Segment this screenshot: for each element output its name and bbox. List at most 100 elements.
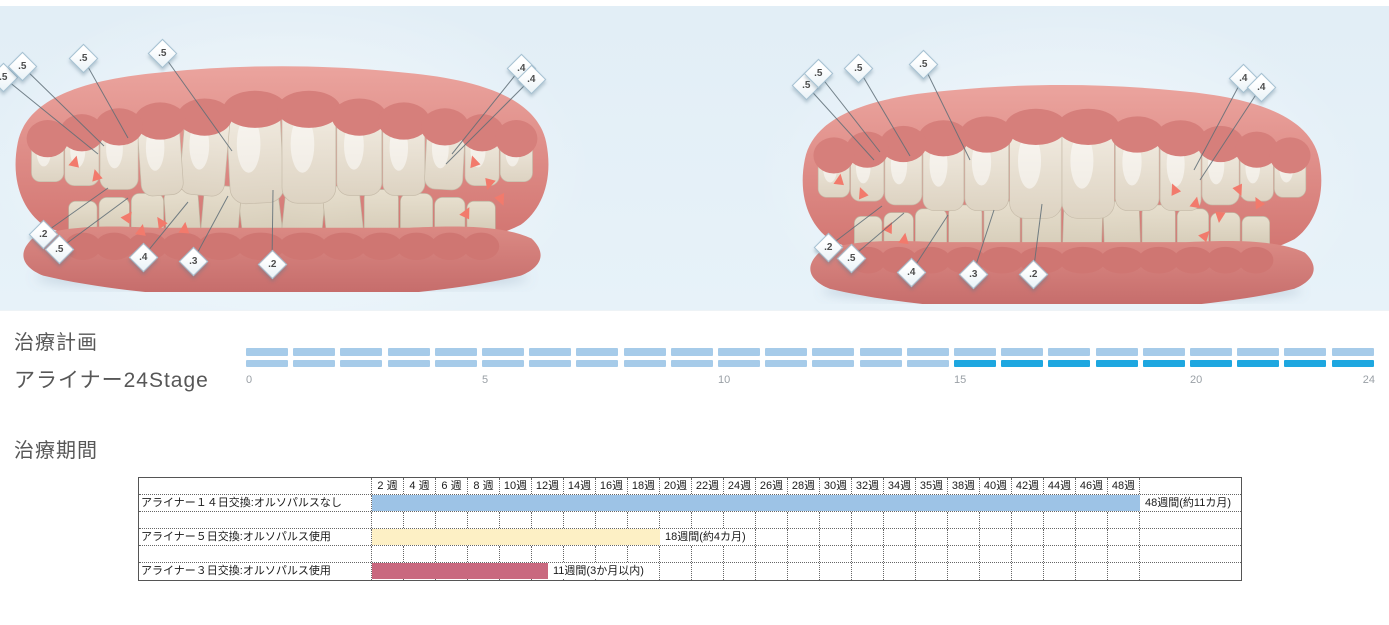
table-cell [884,512,916,528]
stage-segment-lower-19[interactable] [1095,359,1138,367]
stage-segment-upper-12[interactable] [765,348,808,356]
table-cell [1012,529,1044,545]
stage-segment-lower-15[interactable] [906,359,949,367]
stage-segment-lower-16[interactable] [954,359,996,367]
stage-segment-upper-17[interactable] [1001,348,1044,356]
table-header-week-25 [1140,478,1241,494]
stage-segment-lower-22[interactable] [1237,359,1280,367]
table-cell [756,546,788,562]
stage-segment-lower-7[interactable] [529,359,572,367]
stage-segment-lower-14[interactable] [859,359,902,367]
table-cell [468,512,500,528]
stage-segment-upper-7[interactable] [529,348,572,356]
table-cell [948,512,980,528]
stage-segment-lower-2[interactable] [293,359,336,367]
stage-segment-upper-13[interactable] [812,348,855,356]
table-cell [916,546,948,562]
table-cell [852,529,884,545]
stage-segment-lower-4[interactable] [387,359,430,367]
stage-segment-lower-24[interactable] [1331,359,1374,367]
table-cell [724,529,756,545]
stage-segment-upper-14[interactable] [859,348,902,356]
stage-segment-lower-20[interactable] [1142,359,1185,367]
table-header-week-10: 20週 [660,478,692,494]
table-cell [1140,546,1241,562]
stage-tick-0: 0 [246,374,253,386]
table-cell [1012,563,1044,580]
table-cell [372,512,404,528]
table-row-4 [139,546,1241,563]
table-cell [820,546,852,562]
table-cell [660,512,692,528]
stage-segment-lower-21[interactable] [1190,359,1232,367]
table-header-week-19: 38週 [948,478,980,494]
stage-segment-upper-20[interactable] [1142,348,1185,356]
table-cell [788,512,820,528]
stage-segment-upper-11[interactable] [718,348,760,356]
gantt-annotation-row-3: 18週間(約4カ月) [663,529,748,545]
table-cell [1140,563,1241,580]
stage-row-upper [246,348,1386,356]
stage-segment-upper-16[interactable] [954,348,996,356]
stage-segment-upper-3[interactable] [340,348,383,356]
stage-segment-lower-17[interactable] [1001,359,1044,367]
stage-segment-upper-1[interactable] [246,348,288,356]
model-viewport-panel[interactable]: .5.5.5.5.4.4.2.5.4.3.2.5.5.5.5.4.4.2.5.4… [0,6,1389,311]
stage-segment-upper-24[interactable] [1331,348,1374,356]
stage-segment-lower-1[interactable] [246,359,288,367]
table-cell [692,546,724,562]
stage-segment-upper-21[interactable] [1190,348,1232,356]
table-cell [1108,546,1140,562]
stage-segment-upper-9[interactable] [623,348,666,356]
table-cell [628,512,660,528]
table-cell [788,529,820,545]
stage-segment-upper-19[interactable] [1095,348,1138,356]
stage-segment-upper-8[interactable] [576,348,619,356]
stage-segment-lower-5[interactable] [434,359,477,367]
table-header-label-cell [139,478,372,494]
stage-segment-lower-18[interactable] [1048,359,1091,367]
stage-segment-upper-4[interactable] [387,348,430,356]
stage-segment-upper-2[interactable] [293,348,336,356]
table-header-week-22: 44週 [1044,478,1076,494]
table-cell [372,546,404,562]
table-cell [884,529,916,545]
stage-segment-lower-12[interactable] [765,359,808,367]
table-header-week-8: 16週 [596,478,628,494]
stage-tick-15: 15 [954,374,967,386]
table-header-week-9: 18週 [628,478,660,494]
table-cell [724,512,756,528]
stage-segment-lower-8[interactable] [576,359,619,367]
stage-segment-lower-13[interactable] [812,359,855,367]
table-cell [756,529,788,545]
stage-segment-lower-23[interactable] [1284,359,1327,367]
table-cell [756,512,788,528]
stage-segment-upper-22[interactable] [1237,348,1280,356]
stage-segment-lower-6[interactable] [482,359,524,367]
table-cell [1076,546,1108,562]
gantt-annotation-row-5: 11週間(3か月以内) [551,563,646,579]
table-cell [852,563,884,580]
table-cell [1108,563,1140,580]
stage-segment-upper-15[interactable] [906,348,949,356]
table-cell [1076,529,1108,545]
table-cell [1044,563,1076,580]
table-cell [500,512,532,528]
table-header-week-3: 6 週 [436,478,468,494]
stage-segment-upper-6[interactable] [482,348,524,356]
stage-segment-lower-3[interactable] [340,359,383,367]
stage-segment-lower-9[interactable] [623,359,666,367]
stage-segment-upper-5[interactable] [434,348,477,356]
stage-tick-10: 10 [718,374,731,386]
table-cell [788,546,820,562]
stage-segment-upper-10[interactable] [670,348,713,356]
stage-segment-lower-10[interactable] [670,359,713,367]
table-row-label: アライナー１４日交換:オルソパルスなし [139,495,372,511]
table-cell [436,512,468,528]
table-cell [468,546,500,562]
stage-segment-upper-23[interactable] [1284,348,1327,356]
stage-segment-upper-18[interactable] [1048,348,1091,356]
stage-segment-lower-11[interactable] [718,359,760,367]
